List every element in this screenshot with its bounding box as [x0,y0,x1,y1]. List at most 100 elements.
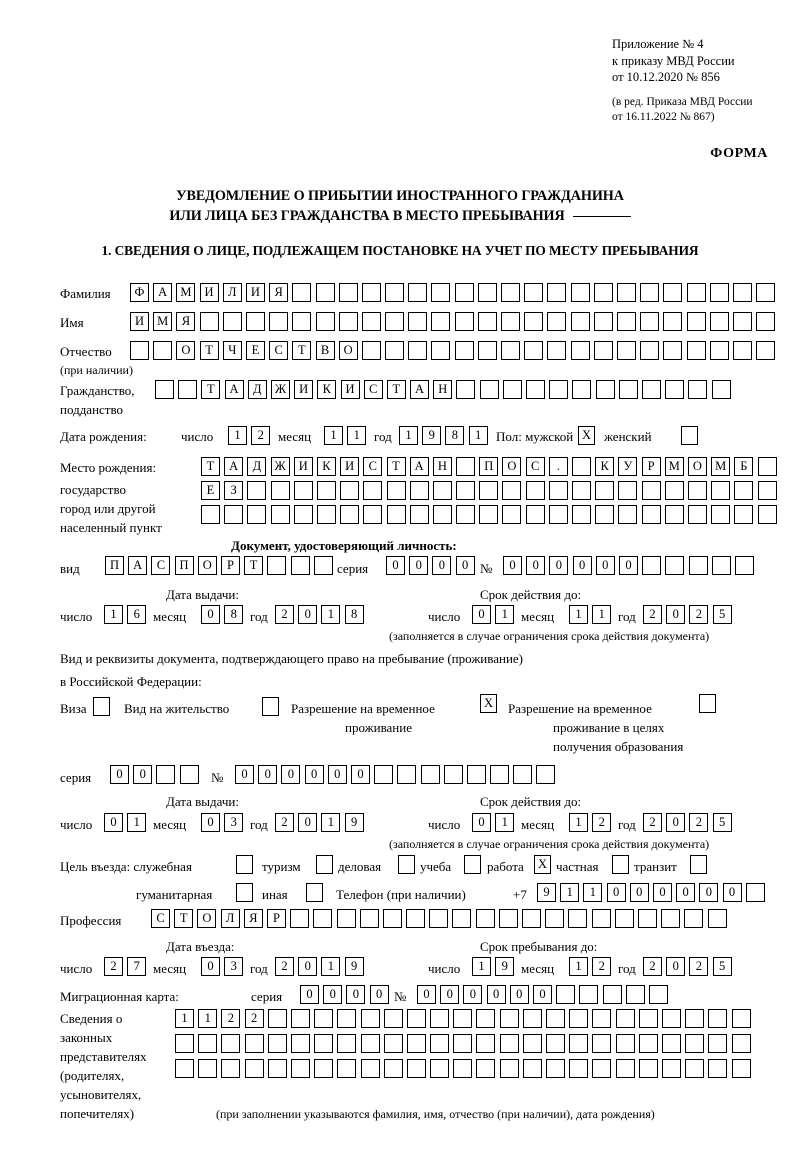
char-cell[interactable] [572,457,591,476]
char-cell[interactable] [383,1059,403,1078]
char-cell[interactable]: И [245,283,265,302]
char-cell[interactable] [731,1034,751,1053]
char-cell[interactable] [267,1009,287,1028]
char-cell[interactable]: А [410,380,430,399]
char-cell[interactable]: 0 [281,765,301,784]
char-cell[interactable] [522,1009,542,1028]
char-cell[interactable] [546,1059,565,1078]
char-cell[interactable] [476,1034,496,1053]
char-cell[interactable] [536,765,556,784]
char-cell[interactable] [290,1059,310,1078]
char-cell[interactable] [361,312,381,331]
char-cell[interactable]: 1 [592,605,612,624]
char-cell[interactable] [477,283,497,302]
char-cell[interactable] [708,1034,728,1053]
char-cell[interactable]: 0 [503,556,522,575]
char-cell[interactable]: 1 [495,813,515,832]
char-cell[interactable]: 5 [712,605,732,624]
char-cell[interactable] [383,1009,403,1028]
char-cell[interactable]: У [618,457,638,476]
char-cell[interactable]: Т [201,380,221,399]
char-cell[interactable]: Т [201,457,220,476]
char-cell[interactable] [361,341,381,360]
char-cell[interactable] [665,380,685,399]
char-cell[interactable]: 0 [666,605,686,624]
char-cell[interactable] [408,341,428,360]
char-cell[interactable]: 1 [321,813,341,832]
char-cell[interactable]: 7 [127,957,147,976]
char-cell[interactable] [386,481,406,500]
sex-female-checkbox[interactable] [681,426,698,445]
char-cell[interactable] [641,380,661,399]
char-cell[interactable]: 2 [104,957,123,976]
char-cell[interactable]: Л [220,909,240,928]
char-cell[interactable]: 0 [618,556,638,575]
char-cell[interactable]: 0 [133,765,153,784]
char-cell[interactable]: М [711,457,731,476]
char-cell[interactable]: П [479,457,499,476]
char-cell[interactable] [522,1059,542,1078]
residence-permit-checkbox[interactable] [262,697,279,716]
sex-male-checkbox[interactable]: Х [578,426,595,445]
char-cell[interactable]: 0 [432,556,452,575]
char-cell[interactable] [385,312,405,331]
char-cell[interactable] [711,380,731,399]
char-cell[interactable] [618,481,638,500]
char-cell[interactable] [408,312,428,331]
char-cell[interactable] [292,312,312,331]
char-cell[interactable] [477,312,497,331]
char-cell[interactable] [592,1059,612,1078]
char-cell[interactable]: 1 [321,957,341,976]
char-cell[interactable]: 2 [643,813,662,832]
char-cell[interactable] [592,1034,612,1053]
char-cell[interactable]: 1 [569,813,588,832]
char-cell[interactable]: 2 [643,957,662,976]
char-cell[interactable] [178,380,198,399]
char-cell[interactable] [290,556,310,575]
char-cell[interactable] [456,481,476,500]
char-cell[interactable]: И [340,457,360,476]
char-cell[interactable] [360,1059,380,1078]
char-cell[interactable] [522,1034,542,1053]
char-cell[interactable] [709,283,729,302]
char-cell[interactable]: Р [641,457,661,476]
char-cell[interactable] [360,1009,380,1028]
birth-place-row-3-input[interactable] [201,505,781,524]
char-cell[interactable] [293,505,313,524]
char-cell[interactable]: 0 [455,556,475,575]
char-cell[interactable]: Д [247,457,267,476]
char-cell[interactable] [315,283,335,302]
char-cell[interactable] [292,283,312,302]
char-cell[interactable]: 2 [244,1009,264,1028]
char-cell[interactable]: 8 [344,605,364,624]
char-cell[interactable] [443,765,463,784]
char-cell[interactable] [640,312,660,331]
char-cell[interactable]: 0 [323,985,343,1004]
char-cell[interactable] [406,1009,426,1028]
char-cell[interactable] [711,481,731,500]
char-cell[interactable] [267,556,287,575]
char-cell[interactable]: 1 [569,957,588,976]
char-cell[interactable] [591,909,611,928]
char-cell[interactable] [524,283,544,302]
char-cell[interactable]: Т [386,380,406,399]
char-cell[interactable]: 0 [526,556,546,575]
char-cell[interactable]: 0 [549,556,569,575]
char-cell[interactable] [546,1009,565,1028]
char-cell[interactable] [386,505,406,524]
char-cell[interactable] [198,1034,218,1053]
char-cell[interactable] [293,481,313,500]
char-cell[interactable] [175,1034,194,1053]
char-cell[interactable] [269,312,289,331]
char-cell[interactable] [593,312,613,331]
char-cell[interactable]: С [151,556,171,575]
char-cell[interactable] [406,909,426,928]
char-cell[interactable]: С [363,380,383,399]
